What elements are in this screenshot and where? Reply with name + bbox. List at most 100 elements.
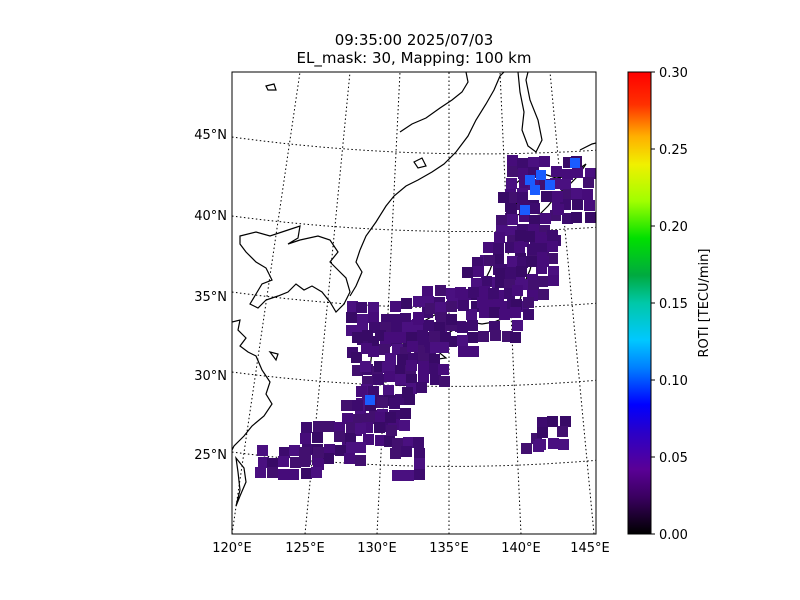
coast-island-2: [265, 83, 277, 91]
roti-cell: [352, 400, 363, 411]
roti-cell: [267, 458, 278, 469]
roti-cell: [364, 413, 375, 424]
roti-cell: [374, 422, 385, 433]
roti-cell: [524, 231, 535, 242]
roti-cell: [517, 224, 528, 235]
roti-cell: [427, 363, 438, 374]
roti-cell: [429, 331, 440, 342]
roti-cell: [379, 344, 390, 355]
roti-cell: [541, 235, 552, 246]
roti-cell: [541, 191, 552, 202]
roti-cell: [368, 302, 379, 313]
roti-cell-high: [530, 185, 540, 195]
roti-cell: [495, 268, 506, 279]
roti-cell: [384, 332, 395, 343]
roti-cell: [414, 345, 425, 356]
colorbar-tick-marks: [651, 71, 655, 535]
roti-cell: [527, 290, 538, 301]
longitude-tick-labels: 120°E 125°E 130°E 135°E 140°E 145°E: [212, 541, 610, 556]
roti-cell: [435, 302, 446, 313]
coast-taiwan: [235, 455, 247, 507]
roti-cell: [422, 286, 433, 297]
roti-cell: [267, 467, 278, 478]
roti-cell: [435, 285, 446, 296]
roti-cell: [517, 257, 528, 268]
roti-cell: [560, 416, 571, 427]
roti-cell: [517, 192, 528, 203]
roti-cell: [312, 432, 323, 443]
roti-cell: [352, 332, 363, 343]
roti-cell: [363, 434, 374, 445]
roti-cell: [368, 346, 379, 357]
colorbar-label: ROTI [TECU/min]: [697, 249, 712, 358]
roti-cell: [299, 456, 310, 467]
roti-cell: [510, 307, 521, 318]
roti-cell: [377, 397, 388, 408]
map-plot-area: [232, 72, 596, 534]
roti-cell: [390, 448, 401, 459]
roti-cell: [457, 335, 468, 346]
roti-cell: [507, 256, 518, 267]
roti-cell: [550, 210, 561, 221]
roti-cell: [397, 354, 408, 365]
roti-cell: [368, 336, 379, 347]
colorbar: 0.00 0.05 0.10 0.15 0.20 0.25 0.30 ROTI …: [627, 66, 712, 543]
roti-cell: [477, 297, 488, 308]
roti-cell: [361, 343, 372, 354]
coast-korea-east: [349, 249, 363, 297]
roti-cell: [499, 309, 510, 320]
roti-cell: [402, 322, 413, 333]
roti-cell: [550, 178, 561, 189]
roti-cell: [479, 307, 490, 318]
roti-cell: [535, 232, 546, 243]
roti-cell: [548, 266, 559, 277]
roti-cell: [355, 455, 366, 466]
roti-cell: [478, 331, 489, 342]
map-title-settings: EL_mask: 30, Mapping: 100 km: [296, 49, 532, 67]
coast-kuril: [579, 142, 596, 151]
lon-tick-label: 140°E: [501, 541, 541, 556]
roti-cell: [385, 412, 396, 423]
roti-cell: [313, 459, 324, 470]
roti-cell: [392, 344, 403, 355]
roti-cell: [562, 169, 573, 180]
roti-cell: [344, 453, 355, 464]
roti-cell: [414, 469, 425, 480]
roti-cell: [548, 275, 559, 286]
roti-cell: [413, 296, 424, 307]
roti-cell: [493, 243, 504, 254]
roti-cell: [518, 168, 529, 179]
roti-cell: [403, 470, 414, 481]
roti-cell: [468, 287, 479, 298]
roti-cell: [446, 288, 457, 299]
roti-cell: [584, 200, 595, 211]
roti-cell: [375, 412, 386, 423]
roti-cell: [400, 347, 411, 358]
roti-cell: [258, 457, 269, 468]
roti-cell: [495, 277, 506, 288]
roti-cell: [539, 156, 550, 167]
lon-tick-label: 125°E: [285, 541, 325, 556]
coast-korea-china-north: [239, 225, 351, 313]
roti-cell: [467, 320, 478, 331]
coast-china: [232, 319, 273, 451]
roti-cell: [498, 192, 509, 203]
roti-cell: [300, 433, 311, 444]
roti-cell: [528, 280, 539, 291]
roti-cell: [558, 439, 569, 450]
roti-cell: [504, 288, 515, 299]
roti-cell: [406, 374, 417, 385]
roti-cell: [547, 253, 558, 264]
roti-cell: [401, 446, 412, 457]
roti-cell: [518, 236, 529, 247]
roti-cell: [563, 189, 574, 200]
roti-cell: [395, 394, 406, 405]
roti-cell: [488, 288, 499, 299]
roti-cell: [563, 157, 574, 168]
roti-cell: [368, 312, 379, 323]
roti-cell: [403, 437, 414, 448]
roti-cell: [418, 361, 429, 372]
lon-tick-label: 145°E: [570, 541, 610, 556]
roti-cell: [399, 420, 410, 431]
roti-cell: [413, 437, 424, 448]
